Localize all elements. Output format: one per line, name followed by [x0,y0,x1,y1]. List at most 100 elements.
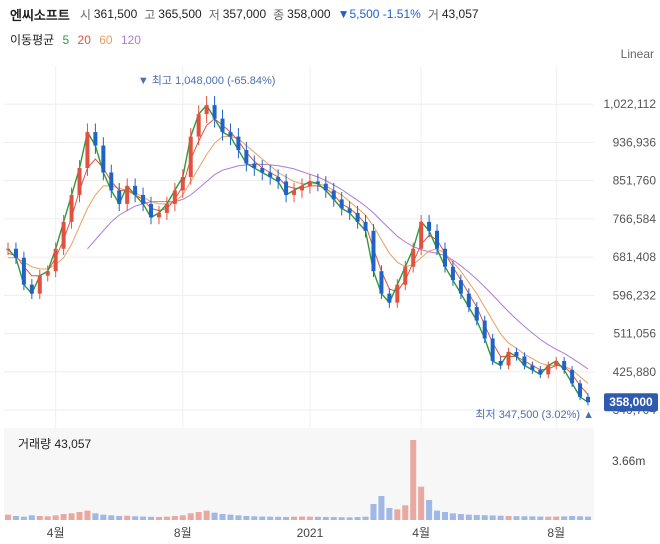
volume-bar [298,516,305,520]
candle-body [403,266,408,285]
price-tick-label: 1,022,112 [604,97,657,111]
stock-name: 엔씨소프트 [10,7,70,23]
candle-body [149,203,154,218]
volume-bar [561,516,568,520]
candle-body [156,212,161,218]
candle-body [292,190,297,195]
candle-body [323,183,328,191]
volume-bar [60,514,67,520]
volume-bar [322,516,329,520]
scale-toggle-button[interactable]: Linear [620,47,654,61]
volume-bar [219,514,226,520]
volume-bar [418,486,425,520]
candle-body [260,167,265,173]
candle-body [21,257,26,285]
candle-body [228,132,233,137]
candle-body [204,105,209,115]
volume-label: 거 [427,7,439,22]
volume-bar [489,515,496,520]
volume-bar [275,516,282,520]
candle-body [450,266,455,281]
volume-bar [259,516,266,520]
volume-bar [545,516,552,520]
price-tick-label: 596,232 [613,288,657,302]
candle-body [85,132,90,168]
candle-body [331,190,336,200]
volume-bar [346,517,353,520]
candle-body [212,105,217,119]
candle-body [29,284,34,294]
candle-body [133,185,138,195]
volume-pane-label: 거래량 43,057 [18,435,91,452]
candle-body [347,208,352,213]
volume-bar [505,516,512,520]
candle-body [371,230,376,272]
volume-bar [537,516,544,520]
ma60-legend[interactable]: 60 [99,33,113,47]
price-tick-label: 511,056 [614,327,657,341]
volume-bar [68,513,75,520]
candle-body [554,360,559,366]
moving-average-legend[interactable]: 이동평균 5 20 60 120 [10,31,146,48]
volume-bar [84,510,91,520]
price-header: 엔씨소프트 시 361,500 고 365,500 저 357,000 종 35… [10,4,486,24]
volume-bar [235,515,242,520]
volume-bar [314,516,321,520]
volume-bar [434,510,441,520]
low-label: 저 [208,7,220,22]
volume-bar [251,516,258,520]
candle-body [411,248,416,267]
candle-body [482,320,487,339]
candle-body [522,356,527,366]
series-line-ma60 [8,136,589,384]
candle-body [506,351,511,366]
candle-body [284,181,289,195]
ma120-legend[interactable]: 120 [120,33,141,47]
volume-bar [291,516,298,520]
ma5-legend[interactable]: 5 [62,33,70,47]
close-label: 종 [273,7,285,22]
candle-body [419,221,424,249]
candle-body [578,383,583,397]
volume-bar [306,516,313,520]
candle-body [546,365,551,375]
volume-bar [362,516,369,520]
candle-body [37,275,42,294]
candle-body [244,150,249,164]
volume-bar [283,516,290,520]
candle-body [77,167,82,195]
close-value: 358,000 [287,7,331,21]
candle-body [180,176,185,191]
volume-bar [92,513,99,520]
candle-body [188,136,193,177]
volume-bar [473,514,480,520]
candle-body [562,360,567,370]
last-price-tag [604,393,658,412]
volume-bar [140,516,147,520]
candle-body [379,271,384,294]
volume-bar [148,516,155,520]
volume-bar [386,508,393,520]
high-value: 365,500 [158,7,202,21]
volume-bar [426,500,433,520]
volume-bar [577,516,584,520]
candle-body [141,194,146,204]
time-tick-label: 8월 [174,526,192,540]
volume-tick-label: 3.66m [612,454,645,468]
volume-bar [116,516,123,520]
volume-bar [163,516,170,520]
ma20-legend[interactable]: 20 [77,33,91,47]
candle-body [355,212,360,222]
volume-bar [12,516,19,520]
candle-body [299,185,304,191]
candle-body [315,181,320,184]
candle-body [363,221,368,231]
volume-bar [457,514,464,520]
volume-bar [179,515,186,520]
volume-bar [410,440,417,520]
volume-bar [52,515,59,520]
candle-body [474,307,479,321]
candle-body [6,248,10,250]
volume-bar [521,516,528,520]
